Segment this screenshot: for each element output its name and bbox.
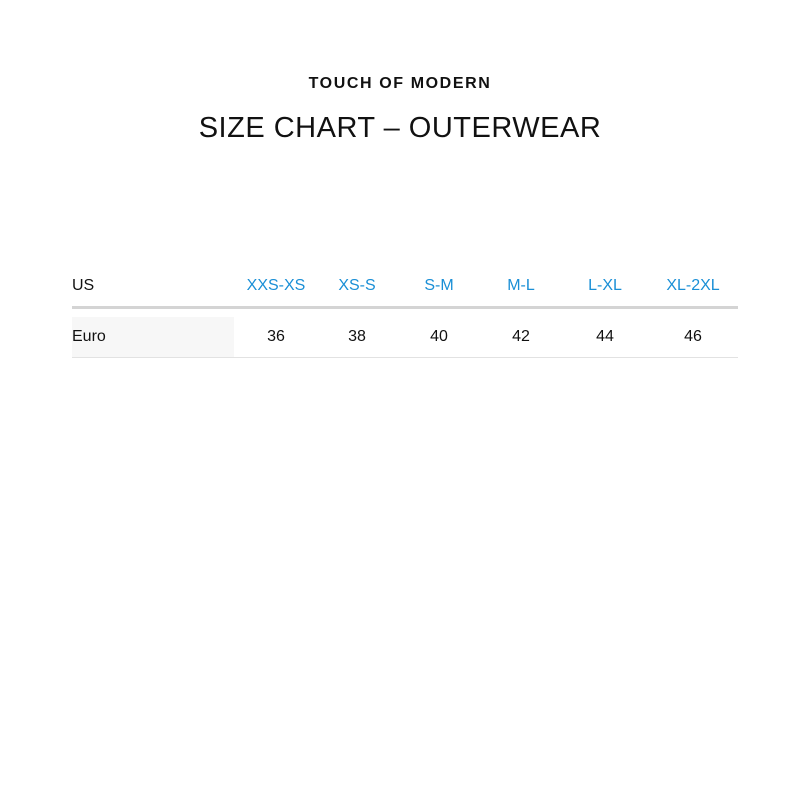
euro-size-cell: 42: [512, 328, 530, 345]
euro-size-cell: 38: [348, 328, 366, 345]
euro-size-row: Euro 36 38 40 42 44 46: [72, 317, 738, 358]
us-size-cell: XXS-XS: [246, 277, 306, 294]
euro-size-cell: 46: [684, 328, 702, 345]
euro-size-cell: 40: [430, 328, 448, 345]
page-title: SIZE CHART – OUTERWEAR: [198, 112, 602, 144]
label-background: [72, 317, 234, 357]
brand-logo: TOUCH OF MODERN: [308, 75, 492, 92]
us-label: US: [72, 277, 95, 294]
us-size-cell: L-XL: [588, 277, 622, 294]
euro-label: Euro: [72, 328, 106, 345]
us-size-cell: XS-S: [338, 277, 376, 294]
euro-size-cell: 36: [267, 328, 285, 345]
us-size-cell: M-L: [507, 277, 535, 294]
us-size-row: US XXS-XS XS-S S-M M-L L-XL XL-2XL: [72, 266, 738, 309]
us-size-cell: XL-2XL: [666, 277, 720, 294]
euro-size-cell: 44: [596, 328, 614, 345]
us-size-cell: S-M: [424, 277, 454, 294]
